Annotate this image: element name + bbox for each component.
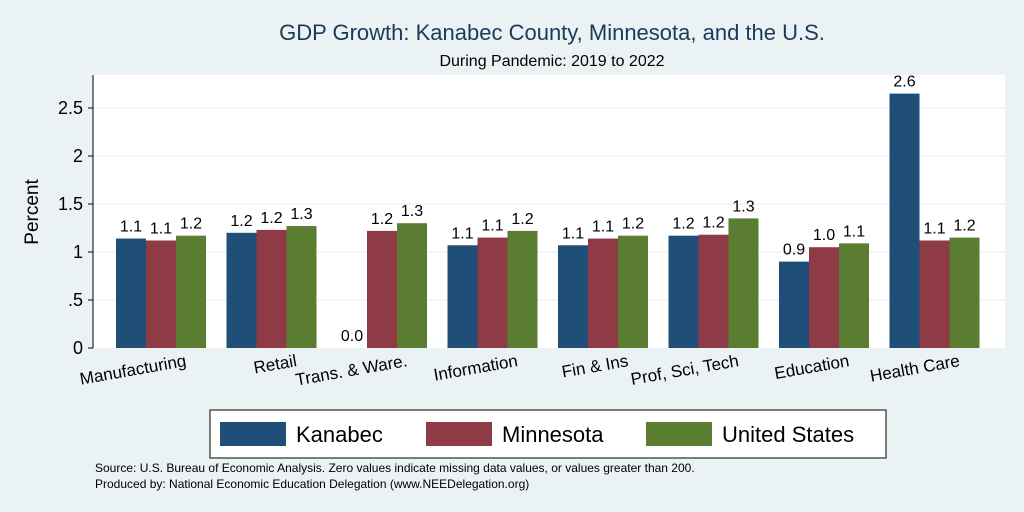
bar-value-label: 1.1 <box>451 225 473 242</box>
bar-value-label: 1.2 <box>230 213 252 230</box>
bar <box>618 235 648 348</box>
x-category-label: Manufacturing <box>78 351 187 388</box>
bar-value-label: 1.1 <box>923 220 945 237</box>
bar <box>116 238 146 348</box>
bar-value-label: 1.2 <box>672 216 694 233</box>
y-tick-label: 1.5 <box>58 194 83 214</box>
x-category-label: Prof, Sci, Tech <box>629 351 740 389</box>
bar <box>447 245 478 348</box>
bar <box>256 229 287 348</box>
bar <box>226 232 257 348</box>
bar-value-label: 1.3 <box>732 198 754 215</box>
bar <box>286 226 317 348</box>
bar <box>698 234 729 348</box>
bar <box>839 243 869 348</box>
value-labels: 1.1 1.1 1.2 1.2 1.2 1.3 0.0 1.2 1.3 1.1 1.1 1.2 1.1 1… <box>120 74 976 345</box>
y-axis-label: Percent <box>22 179 43 245</box>
x-category-label: Education <box>773 351 851 383</box>
bar <box>728 218 759 348</box>
bar <box>146 240 176 348</box>
bar <box>507 230 538 348</box>
y-ticks: 0 .5 1 1.5 2 2.5 <box>58 98 93 358</box>
x-category-label: Health Care <box>869 351 962 385</box>
bar-value-label: 1.2 <box>371 211 393 228</box>
produced-by-note: Produced by: National Economic Education… <box>95 477 529 491</box>
bar-value-label: 1.2 <box>260 210 282 227</box>
bar-value-label: 1.1 <box>120 219 142 236</box>
x-category-label: Retail <box>252 351 298 377</box>
chart-subtitle: During Pandemic: 2019 to 2022 <box>439 53 664 70</box>
legend-swatch <box>426 422 492 446</box>
chart-title: GDP Growth: Kanabec County, Minnesota, a… <box>279 20 825 45</box>
bar-value-label: 1.2 <box>511 211 533 228</box>
bar-value-label: 1.2 <box>702 215 724 232</box>
legend-label: Kanabec <box>296 422 383 447</box>
bar-value-label: 0.0 <box>341 328 363 345</box>
bar-value-label: 1.2 <box>622 216 644 233</box>
y-tick-label: .5 <box>68 290 83 310</box>
y-tick-label: 2 <box>73 146 83 166</box>
bar <box>176 235 206 348</box>
x-category-label: Trans. & Ware. <box>294 351 409 389</box>
bar <box>367 230 397 348</box>
bar-value-label: 1.3 <box>290 206 312 223</box>
x-category-label: Information <box>432 351 519 384</box>
bar <box>779 261 809 348</box>
source-note: Source: U.S. Bureau of Economic Analysis… <box>95 461 695 475</box>
legend-swatch <box>646 422 712 446</box>
bar-value-label: 2.6 <box>893 74 915 91</box>
legend-entries: Kanabec Minnesota United States <box>220 422 854 447</box>
bar-value-label: 1.1 <box>150 220 172 237</box>
bar-value-label: 1.1 <box>562 225 584 242</box>
x-category-label: Fin & Ins <box>560 351 629 381</box>
bar-value-label: 1.3 <box>401 203 423 220</box>
bar-value-label: 1.0 <box>813 227 835 244</box>
legend <box>209 409 887 459</box>
bar-value-label: 0.9 <box>783 242 805 259</box>
legend-label: United States <box>722 422 854 447</box>
bar-value-label: 1.1 <box>481 218 503 235</box>
bar <box>588 238 618 348</box>
bar <box>668 235 699 348</box>
bar <box>919 240 950 348</box>
bars <box>116 93 980 348</box>
bar <box>558 245 588 348</box>
bar <box>397 223 427 348</box>
y-tick-label: 2.5 <box>58 98 83 118</box>
bar <box>477 237 508 348</box>
bar-value-label: 1.2 <box>180 216 202 233</box>
y-tick-label: 1 <box>73 242 83 262</box>
bar <box>809 247 839 348</box>
legend-label: Minnesota <box>502 422 604 447</box>
bar-value-label: 1.1 <box>592 219 614 236</box>
legend-swatch <box>220 422 286 446</box>
bar <box>889 93 920 348</box>
bar-value-label: 1.1 <box>843 223 865 240</box>
y-tick-label: 0 <box>73 338 83 358</box>
bar <box>949 237 980 348</box>
bar-value-label: 1.2 <box>953 218 975 235</box>
